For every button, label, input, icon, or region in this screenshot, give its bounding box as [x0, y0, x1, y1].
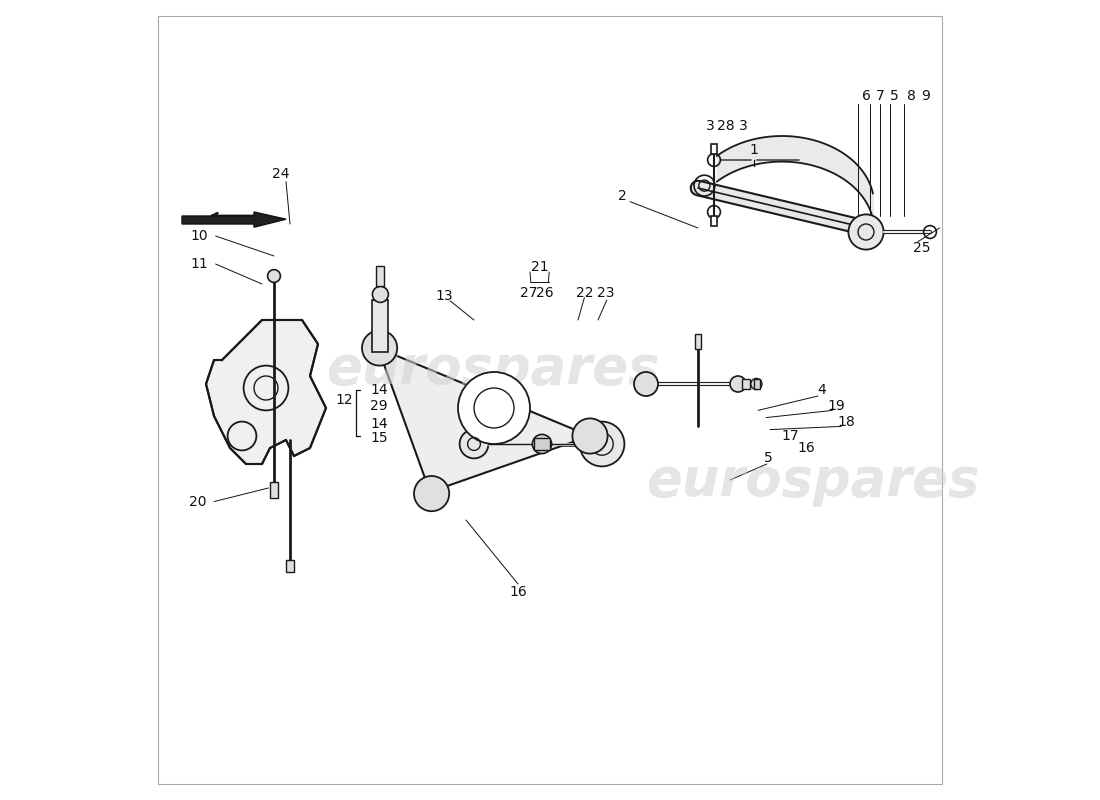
- Text: 2: 2: [617, 189, 626, 203]
- Text: 1: 1: [749, 143, 758, 158]
- Text: 5: 5: [890, 89, 899, 103]
- Circle shape: [373, 286, 388, 302]
- Text: 25: 25: [913, 241, 931, 255]
- Circle shape: [532, 434, 551, 454]
- Text: 12: 12: [336, 393, 353, 407]
- Text: 23: 23: [597, 286, 615, 300]
- Polygon shape: [182, 212, 286, 227]
- Polygon shape: [378, 348, 590, 492]
- Circle shape: [751, 378, 762, 390]
- Text: 6: 6: [861, 89, 870, 103]
- Text: 22: 22: [575, 286, 593, 300]
- Text: 3: 3: [739, 118, 748, 133]
- Text: 7: 7: [876, 89, 884, 103]
- Circle shape: [848, 214, 883, 250]
- Text: 11: 11: [190, 257, 209, 271]
- Text: eurospares: eurospares: [646, 455, 979, 507]
- Bar: [754, 379, 760, 389]
- Text: 19: 19: [827, 398, 845, 413]
- Polygon shape: [206, 320, 326, 464]
- Circle shape: [580, 422, 625, 466]
- Text: 21: 21: [531, 260, 549, 274]
- Circle shape: [634, 372, 658, 396]
- Text: 20: 20: [189, 494, 207, 509]
- Bar: [270, 482, 278, 498]
- Text: 8: 8: [908, 89, 916, 103]
- Text: 27: 27: [520, 286, 538, 300]
- Text: 17: 17: [781, 429, 799, 443]
- Text: 16: 16: [509, 585, 527, 599]
- Bar: [711, 216, 717, 226]
- Text: eurospares: eurospares: [326, 343, 659, 395]
- Text: 16: 16: [798, 441, 815, 455]
- Text: 29: 29: [370, 399, 387, 414]
- Text: 26: 26: [536, 286, 553, 300]
- Text: 24: 24: [272, 167, 289, 182]
- Text: 3: 3: [705, 118, 714, 133]
- Text: 9: 9: [922, 89, 931, 103]
- Bar: [373, 300, 388, 352]
- Text: 14: 14: [370, 417, 387, 431]
- Text: 14: 14: [370, 383, 387, 398]
- Circle shape: [572, 418, 607, 454]
- Circle shape: [460, 430, 488, 458]
- Circle shape: [730, 376, 746, 392]
- Text: 5: 5: [764, 451, 773, 466]
- Text: 18: 18: [837, 414, 855, 429]
- Circle shape: [458, 372, 530, 444]
- Text: 4: 4: [817, 382, 826, 397]
- Bar: [534, 438, 550, 450]
- Bar: [376, 266, 384, 286]
- Bar: [711, 144, 717, 154]
- Text: 13: 13: [436, 289, 453, 303]
- Text: 15: 15: [370, 431, 387, 446]
- Circle shape: [267, 270, 280, 282]
- Bar: [286, 560, 294, 572]
- Bar: [742, 379, 750, 389]
- Text: 10: 10: [190, 229, 208, 243]
- Bar: [695, 334, 701, 349]
- Circle shape: [414, 476, 449, 511]
- Text: 28: 28: [717, 118, 735, 133]
- Circle shape: [362, 330, 397, 366]
